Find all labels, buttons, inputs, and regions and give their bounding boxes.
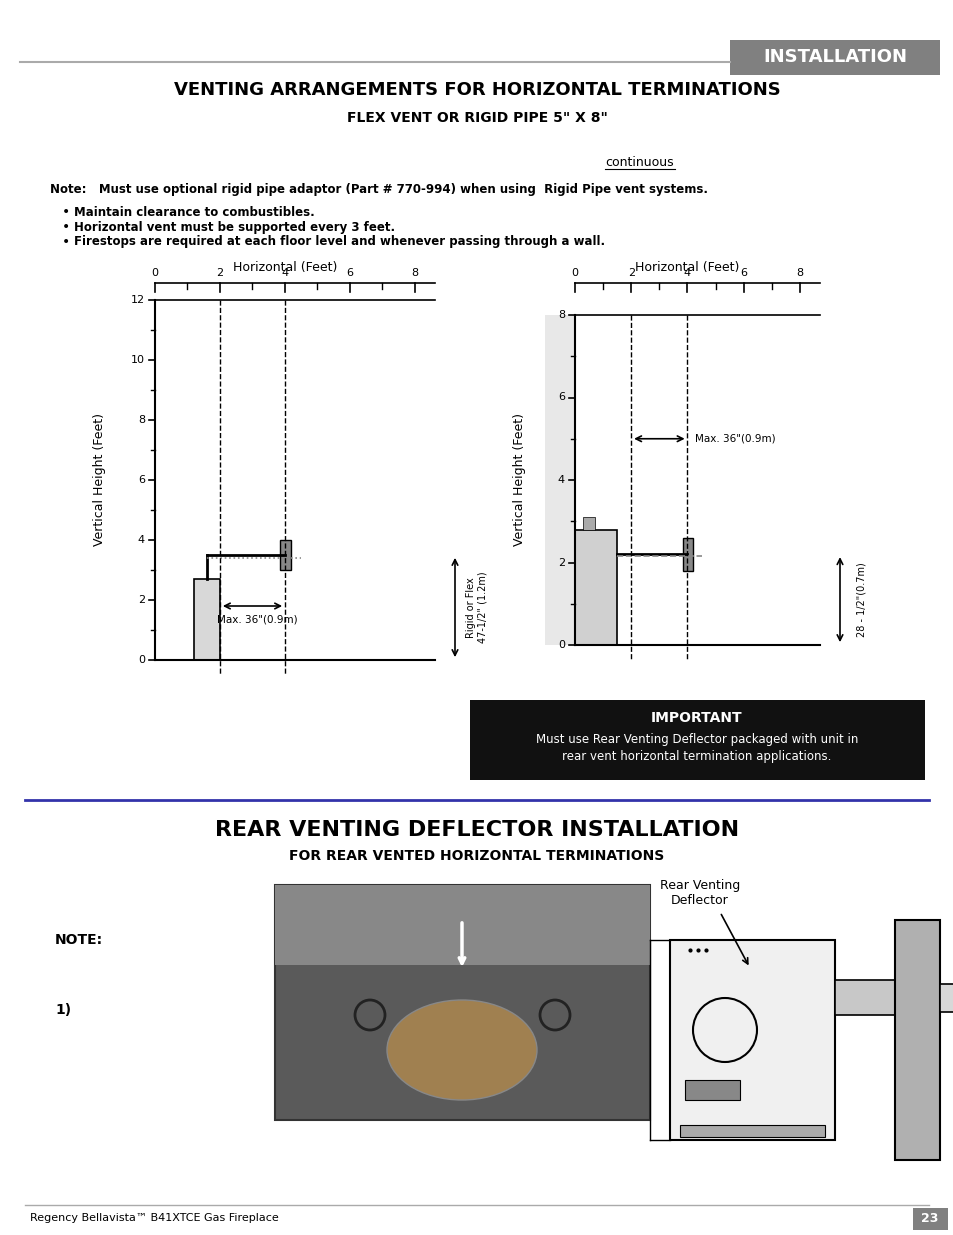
Bar bbox=[679, 1125, 824, 1137]
Text: 0: 0 bbox=[138, 655, 145, 664]
Text: INSTALLATION: INSTALLATION bbox=[762, 48, 906, 65]
Text: Max. 36"(0.9m): Max. 36"(0.9m) bbox=[217, 615, 297, 625]
Bar bbox=[583, 517, 594, 530]
Text: 6: 6 bbox=[558, 393, 564, 403]
Text: VENTING ARRANGEMENTS FOR HORIZONTAL TERMINATIONS: VENTING ARRANGEMENTS FOR HORIZONTAL TERM… bbox=[173, 82, 780, 99]
Text: Horizontal (Feet): Horizontal (Feet) bbox=[635, 262, 739, 274]
Text: REAR VENTING DEFLECTOR INSTALLATION: REAR VENTING DEFLECTOR INSTALLATION bbox=[214, 820, 739, 840]
Bar bbox=[682, 537, 693, 571]
Text: 4: 4 bbox=[281, 268, 288, 278]
Bar bbox=[669, 940, 834, 1140]
Bar bbox=[894, 920, 939, 1160]
Text: Vertical Height (Feet): Vertical Height (Feet) bbox=[513, 414, 526, 547]
Bar bbox=[544, 315, 575, 645]
Text: •: • bbox=[62, 235, 71, 249]
Text: 6: 6 bbox=[138, 475, 145, 485]
Text: 8: 8 bbox=[411, 268, 418, 278]
Text: Vertical Height (Feet): Vertical Height (Feet) bbox=[93, 414, 107, 547]
Text: Rear Venting
Deflector: Rear Venting Deflector bbox=[659, 879, 740, 906]
Bar bbox=[280, 540, 292, 571]
Text: 12: 12 bbox=[131, 295, 145, 305]
Text: FOR REAR VENTED HORIZONTAL TERMINATIONS: FOR REAR VENTED HORIZONTAL TERMINATIONS bbox=[289, 848, 664, 863]
Text: 2: 2 bbox=[627, 268, 634, 278]
Bar bbox=[912, 1208, 947, 1230]
Text: NOTE:: NOTE: bbox=[55, 932, 103, 947]
Bar bbox=[834, 981, 894, 1015]
Bar bbox=[575, 530, 617, 645]
Text: 0: 0 bbox=[571, 268, 578, 278]
Text: •: • bbox=[62, 220, 71, 233]
Text: 4: 4 bbox=[138, 535, 145, 545]
Text: 10: 10 bbox=[131, 354, 145, 366]
Text: Regency Bellavista™ B41XTCE Gas Fireplace: Regency Bellavista™ B41XTCE Gas Fireplac… bbox=[30, 1213, 278, 1223]
Text: FLEX VENT OR RIGID PIPE 5" X 8": FLEX VENT OR RIGID PIPE 5" X 8" bbox=[346, 111, 607, 125]
Bar bbox=[274, 885, 649, 965]
Text: 4: 4 bbox=[558, 475, 564, 485]
Text: 0: 0 bbox=[558, 640, 564, 650]
Text: 2: 2 bbox=[138, 595, 145, 605]
Text: 28 - 1/2"(0.7m): 28 - 1/2"(0.7m) bbox=[856, 562, 866, 637]
Text: IMPORTANT: IMPORTANT bbox=[651, 711, 742, 725]
Text: •: • bbox=[62, 205, 71, 219]
Bar bbox=[729, 40, 939, 75]
Text: Must use Rear Venting Deflector packaged with unit in
rear vent horizontal termi: Must use Rear Venting Deflector packaged… bbox=[536, 734, 858, 763]
Text: 8: 8 bbox=[558, 310, 564, 320]
Bar bbox=[684, 1079, 740, 1100]
Text: 2: 2 bbox=[216, 268, 223, 278]
Bar bbox=[939, 984, 953, 1011]
Text: 6: 6 bbox=[346, 268, 354, 278]
Text: 1): 1) bbox=[55, 1003, 71, 1016]
Text: Note:   Must use optional rigid pipe adaptor (Part # 770-994) when using  Rigid : Note: Must use optional rigid pipe adapt… bbox=[50, 184, 707, 196]
Text: 0: 0 bbox=[152, 268, 158, 278]
Text: Firestops are required at each floor level and whenever passing through a wall.: Firestops are required at each floor lev… bbox=[74, 236, 604, 248]
Text: 2: 2 bbox=[558, 557, 564, 568]
Bar bbox=[470, 700, 924, 781]
Ellipse shape bbox=[387, 1000, 537, 1100]
Text: Horizontal (Feet): Horizontal (Feet) bbox=[233, 262, 336, 274]
Text: Horizontal vent must be supported every 3 feet.: Horizontal vent must be supported every … bbox=[74, 221, 395, 233]
Text: 4: 4 bbox=[683, 268, 690, 278]
Bar bbox=[193, 579, 220, 659]
Text: Rigid or Flex
47-1/2" (1.2m): Rigid or Flex 47-1/2" (1.2m) bbox=[466, 572, 487, 643]
Text: 6: 6 bbox=[740, 268, 746, 278]
Text: 8: 8 bbox=[138, 415, 145, 425]
Text: Maintain clearance to combustibles.: Maintain clearance to combustibles. bbox=[74, 205, 314, 219]
Text: Max. 36"(0.9m): Max. 36"(0.9m) bbox=[695, 433, 776, 443]
Bar bbox=[274, 885, 649, 1120]
Text: continuous: continuous bbox=[605, 157, 674, 169]
Text: 8: 8 bbox=[796, 268, 802, 278]
Text: 23: 23 bbox=[921, 1213, 938, 1225]
